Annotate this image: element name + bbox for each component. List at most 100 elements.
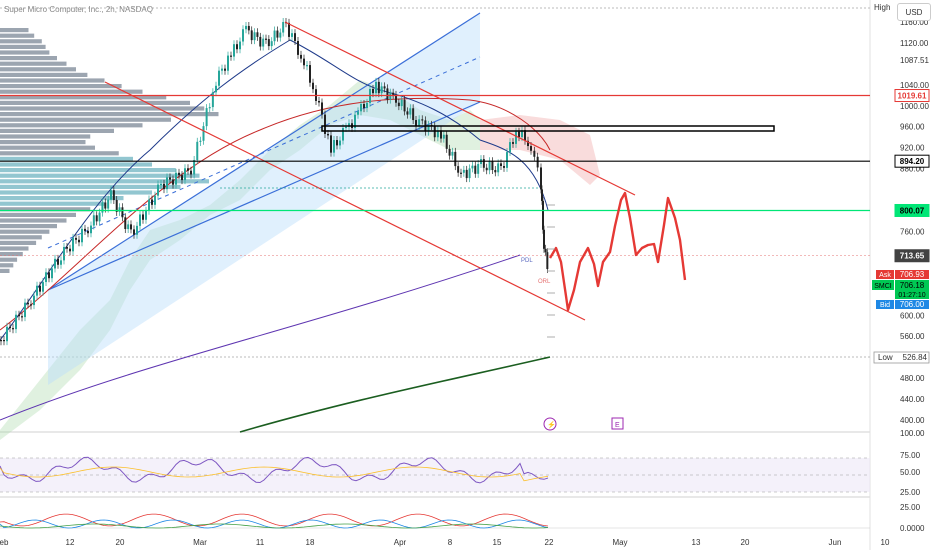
candle-body <box>406 111 409 115</box>
price-axis[interactable]: 1160.00 1120.00 1087.51 1040.00 1000.00 960.0… <box>872 18 930 425</box>
candle-body <box>427 124 430 132</box>
candle-body <box>336 140 338 146</box>
price-tick: 920.00 <box>900 144 925 153</box>
candle-body <box>175 172 177 185</box>
volume-bar <box>0 196 124 201</box>
candle-body <box>327 133 329 136</box>
price-tick: 1087.51 <box>900 56 929 65</box>
candle-body <box>63 246 65 261</box>
candle-body <box>262 38 265 47</box>
candle-body <box>139 214 141 226</box>
candle-body <box>312 82 314 90</box>
candle-body <box>227 55 229 71</box>
candle-body <box>110 190 112 200</box>
candle-body <box>403 99 406 112</box>
price-tick: 760.00 <box>900 227 925 236</box>
candle-body <box>418 119 421 126</box>
currency-button[interactable]: USD <box>897 3 931 21</box>
candle-body <box>363 104 365 109</box>
low-box <box>873 351 930 364</box>
candle-body <box>536 156 539 168</box>
candle-body <box>375 81 377 94</box>
candle-body <box>242 29 244 42</box>
candle-body <box>415 120 417 126</box>
candle-body <box>518 131 520 138</box>
countdown: 01:27:10 <box>898 292 925 299</box>
volume-bar <box>0 61 67 66</box>
candle-body <box>36 285 38 296</box>
candle-body <box>497 163 500 173</box>
time-axis[interactable]: eb 12 20 Mar 11 18 Apr 8 15 22 May 13 20 Jun 10 <box>0 538 890 547</box>
osc-tick: 25.00 <box>900 503 921 512</box>
candle-body <box>245 25 247 30</box>
ma-green <box>239 356 551 433</box>
volume-bar <box>0 224 57 229</box>
candle-body <box>546 252 549 270</box>
candle-body <box>72 237 74 252</box>
candle-body <box>118 207 121 212</box>
candle-body <box>256 32 259 37</box>
lightning-icon <box>543 417 557 431</box>
time-tick: 8 <box>448 538 453 547</box>
candle-body <box>78 239 80 243</box>
ascending-channel[interactable] <box>47 12 481 385</box>
candle-body <box>196 141 199 160</box>
price-tick: 960.00 <box>900 123 925 132</box>
candle-body <box>457 166 460 173</box>
candle-body <box>392 92 395 95</box>
candle-body <box>474 165 477 174</box>
orl-label: ORL <box>538 279 551 285</box>
candle-body <box>500 163 502 167</box>
volume-bar <box>0 235 42 240</box>
candle-body <box>541 189 543 201</box>
desc-channel-bottom <box>104 81 586 321</box>
price-tag <box>894 89 930 103</box>
candle-body <box>224 68 226 71</box>
volume-profile <box>0 28 219 273</box>
candle-body <box>357 111 359 115</box>
candle-body <box>33 295 35 306</box>
volume-bar <box>0 240 37 245</box>
channel-bottom <box>47 101 481 291</box>
candle-body <box>400 99 403 107</box>
candle-body <box>440 130 442 139</box>
lightning-glyph: ⚡ <box>547 420 556 429</box>
drawings[interactable]: PDL ORL ⚡ E <box>0 21 870 431</box>
candle-body <box>294 33 296 41</box>
candle-body <box>460 172 462 174</box>
volume-bar <box>0 162 152 167</box>
candle-body <box>485 167 488 171</box>
osc-red <box>0 513 549 527</box>
candle-body <box>544 248 547 253</box>
rsi-tick: 100.00 <box>900 429 925 438</box>
last-box <box>895 280 929 299</box>
price-tick: 560.00 <box>900 332 925 341</box>
ask-badge <box>876 270 894 279</box>
volume-bar <box>0 100 190 105</box>
earnings-glyph: E <box>615 422 620 429</box>
candle-body <box>98 212 101 222</box>
time-tick: 15 <box>493 538 502 547</box>
price-tick: 1120.00 <box>900 39 929 48</box>
candle-body <box>259 36 262 47</box>
volume-bar <box>0 229 50 234</box>
volume-bar <box>0 78 105 83</box>
candle-body <box>527 140 529 147</box>
candle-body <box>291 33 293 37</box>
candle-body <box>208 107 211 109</box>
candle-body <box>282 22 285 33</box>
candle-body <box>389 92 392 100</box>
candle-body <box>342 128 344 141</box>
candle-body <box>250 30 253 41</box>
volume-bar <box>0 257 18 262</box>
candle-body <box>205 108 208 127</box>
candle-body <box>154 195 156 205</box>
candle-body <box>112 190 115 201</box>
candle-body <box>15 314 17 330</box>
volume-bar <box>0 263 14 268</box>
osc-green <box>0 523 549 529</box>
candle-body <box>202 126 205 141</box>
candle-body <box>445 134 448 149</box>
candle-body <box>101 202 104 213</box>
